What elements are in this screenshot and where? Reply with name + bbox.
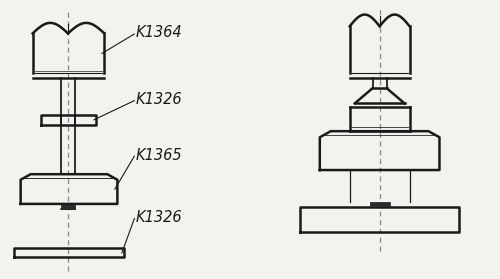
Text: K1326: K1326	[136, 92, 182, 107]
Bar	[60, 204, 76, 209]
Text: K1365: K1365	[136, 148, 182, 163]
Text: K1326: K1326	[136, 210, 182, 225]
Text: K1364: K1364	[136, 25, 182, 40]
Bar	[370, 202, 390, 207]
